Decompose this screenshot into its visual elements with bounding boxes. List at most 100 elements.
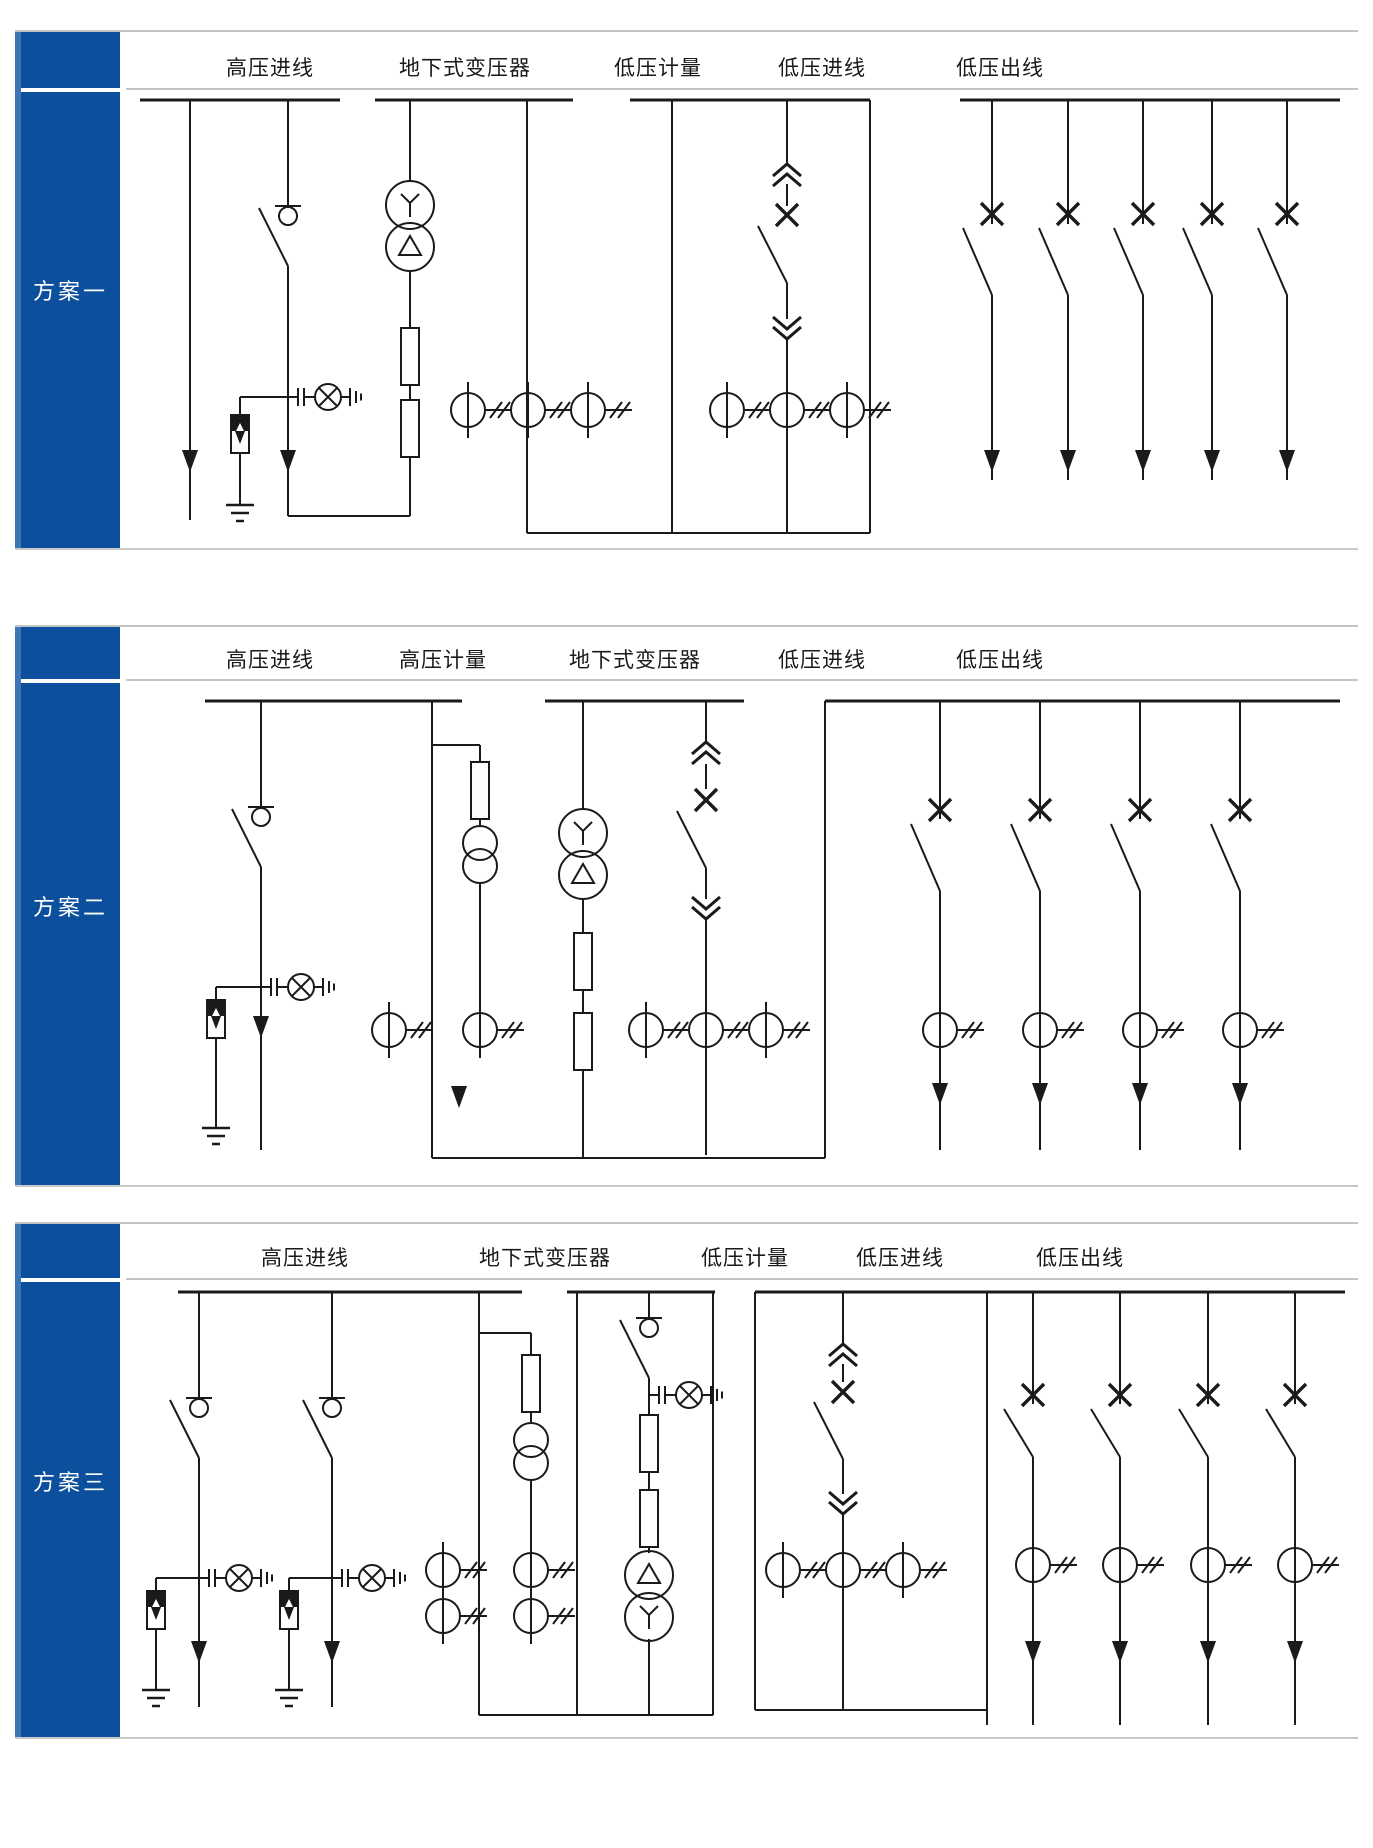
transformer-y-delta-icon xyxy=(558,808,608,900)
column-header: 低压出线 xyxy=(956,57,1044,80)
wire xyxy=(1257,227,1288,296)
circuit-breaker-x-icon xyxy=(693,787,719,813)
indicator-lamp-icon xyxy=(198,1564,273,1592)
current-transformer-icon xyxy=(513,1541,576,1599)
scheme-panel-1: 方案一 高压进线 地下式变压器 低压计量 低压进线 低压出线 xyxy=(15,30,1358,550)
earth-ground-icon xyxy=(224,503,256,523)
column-header: 低压进线 xyxy=(778,649,866,672)
current-transformer-icon xyxy=(462,1001,525,1059)
earth-ground-icon xyxy=(200,1126,232,1146)
column-header: 低压计量 xyxy=(614,57,702,80)
current-transformer-icon xyxy=(709,381,772,439)
flow-arrow-icon xyxy=(1199,1640,1217,1664)
column-header: 地下式变压器 xyxy=(399,57,531,80)
wire xyxy=(962,227,993,296)
drawout-chevron-icon xyxy=(827,1342,859,1368)
flow-arrow-icon xyxy=(983,449,1001,473)
fuse-icon xyxy=(639,1414,659,1473)
column-header: 低压进线 xyxy=(778,57,866,80)
indicator-lamp-icon xyxy=(331,1564,406,1592)
current-transformer-icon xyxy=(513,1587,576,1645)
flow-arrow-icon xyxy=(1024,1640,1042,1664)
indicator-lamp-icon xyxy=(287,383,362,411)
flow-arrow-icon xyxy=(1278,449,1296,473)
disconnector-switch-icon xyxy=(169,1397,213,1459)
fuse-icon xyxy=(521,1354,541,1413)
header-divider-gap xyxy=(21,88,126,92)
wire xyxy=(1178,1408,1209,1458)
flow-arrow-icon xyxy=(190,1640,208,1664)
drawout-chevron-icon xyxy=(690,740,722,766)
surge-arrester-icon xyxy=(146,1590,166,1630)
current-transformer-icon xyxy=(510,381,573,439)
transformer-delta-y-icon xyxy=(624,1550,674,1642)
drawout-chevron-icon xyxy=(771,162,803,188)
scheme-panel-2: 方案二 高压进线 高压计量 地下式变压器 低压进线 低压出线 xyxy=(15,625,1358,1187)
column-header: 高压进线 xyxy=(226,649,314,672)
current-transformer-icon xyxy=(825,1541,888,1599)
fuse-icon xyxy=(639,1489,659,1548)
fuse-icon xyxy=(400,399,420,458)
flow-arrow-icon xyxy=(252,1015,270,1039)
scheme-sidebar-1: 方案一 xyxy=(15,32,126,548)
fuse-icon xyxy=(573,1012,593,1071)
flow-arrow-icon xyxy=(931,1082,949,1106)
header-divider-gap xyxy=(21,1278,126,1282)
fuse-icon xyxy=(470,761,490,820)
current-transformer-icon xyxy=(1277,1536,1340,1594)
current-transformer-icon xyxy=(425,1541,488,1599)
wire xyxy=(1265,1408,1296,1458)
drawout-chevron-icon xyxy=(771,315,803,341)
header-divider xyxy=(120,88,1358,90)
voltage-transformer-icon xyxy=(513,1422,549,1481)
flow-arrow-icon xyxy=(181,449,199,473)
wire xyxy=(910,823,941,892)
flow-arrow-icon xyxy=(1031,1082,1049,1106)
earth-ground-icon xyxy=(140,1688,172,1708)
current-transformer-icon xyxy=(1015,1536,1078,1594)
fuse-icon xyxy=(400,327,420,386)
column-header: 低压出线 xyxy=(1036,1247,1124,1270)
column-header: 高压进线 xyxy=(226,57,314,80)
header-divider xyxy=(120,1278,1358,1280)
wire xyxy=(1182,227,1213,296)
column-header: 高压计量 xyxy=(399,649,487,672)
current-transformer-icon xyxy=(829,381,892,439)
transformer-y-delta-icon xyxy=(385,180,435,272)
flow-arrow-icon xyxy=(1111,1640,1129,1664)
wire xyxy=(1210,823,1241,892)
wire xyxy=(676,810,707,869)
circuit-breaker-x-icon xyxy=(830,1379,856,1405)
scheme-label: 方案三 xyxy=(32,1469,108,1495)
wire xyxy=(1110,823,1141,892)
current-transformer-icon xyxy=(425,1587,488,1645)
column-header: 低压进线 xyxy=(856,1247,944,1270)
flow-arrow-icon xyxy=(450,1085,468,1109)
indicator-lamp-icon xyxy=(648,1381,723,1409)
current-transformer-icon xyxy=(1222,1001,1285,1059)
flow-arrow-icon xyxy=(1134,449,1152,473)
current-transformer-icon xyxy=(1102,1536,1165,1594)
column-header: 低压出线 xyxy=(956,649,1044,672)
current-transformer-icon xyxy=(628,1001,691,1059)
column-header: 高压进线 xyxy=(261,1247,349,1270)
indicator-lamp-icon xyxy=(260,973,335,1001)
disconnector-switch-icon xyxy=(231,806,275,868)
disconnector-switch-icon xyxy=(258,205,302,267)
current-transformer-icon xyxy=(570,381,633,439)
wire xyxy=(1113,227,1144,296)
wire xyxy=(1038,227,1069,296)
wire xyxy=(1090,1408,1121,1458)
header-divider-gap xyxy=(21,679,126,683)
scheme-label: 方案一 xyxy=(32,279,108,304)
scheme-sidebar-2: 方案二 xyxy=(15,627,126,1185)
column-header: 地下式变压器 xyxy=(479,1247,611,1270)
current-transformer-icon xyxy=(371,1001,434,1059)
current-transformer-icon xyxy=(769,381,832,439)
surge-arrester-icon xyxy=(230,414,250,454)
column-header: 地下式变压器 xyxy=(569,649,701,672)
earth-ground-icon xyxy=(273,1688,305,1708)
current-transformer-icon xyxy=(885,1541,948,1599)
flow-arrow-icon xyxy=(1231,1082,1249,1106)
